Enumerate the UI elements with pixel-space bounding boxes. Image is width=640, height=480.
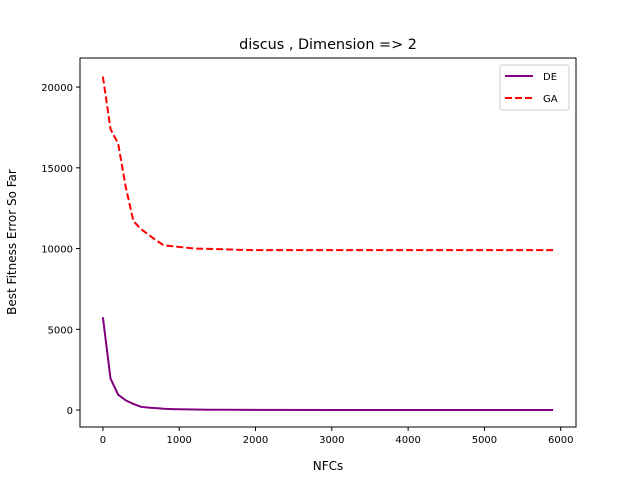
x-tick-label: 1000 <box>166 435 191 446</box>
series-line-de <box>101 317 554 411</box>
plot-frame <box>79 57 577 428</box>
y-tick-label: 0 <box>67 406 73 417</box>
x-tick-label: 4000 <box>395 435 420 446</box>
plot-series-group <box>101 76 554 411</box>
x-tick-label: 0 <box>100 435 106 446</box>
x-tick-label: 3000 <box>319 435 344 446</box>
series-line-ga <box>101 76 554 252</box>
y-axis-label: Best Fitness Error So Far <box>5 169 19 315</box>
y-tick-label: 10000 <box>41 245 73 256</box>
y-axis-ticks: 0 5000 10000 15000 20000 <box>41 83 80 417</box>
legend-label-ga: GA <box>543 94 558 105</box>
x-axis-label: NFCs <box>313 459 344 473</box>
legend: DE GA <box>499 64 570 111</box>
legend-label-de: DE <box>543 72 557 83</box>
x-tick-label: 6000 <box>548 435 573 446</box>
legend-box <box>499 64 570 111</box>
y-tick-label: 15000 <box>41 164 73 175</box>
x-tick-label: 2000 <box>243 435 268 446</box>
y-tick-label: 20000 <box>41 83 73 94</box>
y-tick-label: 5000 <box>48 325 73 336</box>
x-tick-label: 5000 <box>472 435 497 446</box>
x-axis-ticks: 0 1000 2000 3000 4000 5000 6000 <box>100 427 573 446</box>
chart-title: discus , Dimension => 2 <box>239 37 417 53</box>
